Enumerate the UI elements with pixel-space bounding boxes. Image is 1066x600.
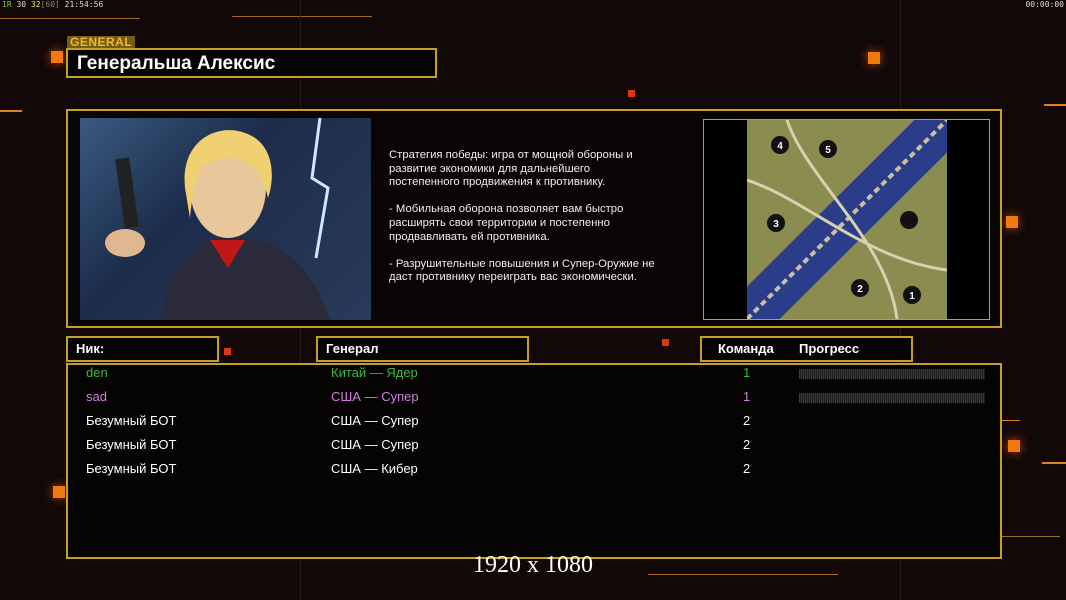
player-progress-bar <box>799 393 985 403</box>
fps-b: 32 <box>30 0 41 9</box>
player-row[interactable]: den Китай — Ядер 1 <box>66 365 1002 389</box>
player-row[interactable]: Безумный БОТ США — Супер 2 <box>66 437 1002 461</box>
general-portrait <box>80 118 371 320</box>
player-team: 1 <box>743 365 751 380</box>
fps-c: [60] <box>40 0 60 9</box>
general-name: Генеральша Алексис <box>66 48 437 78</box>
player-team: 2 <box>743 413 751 428</box>
start-position-5: 5 <box>825 145 831 156</box>
player-nick: Безумный БОТ <box>86 413 177 428</box>
player-progress-bar <box>799 369 985 379</box>
player-nick: Безумный БОТ <box>86 437 177 452</box>
player-general: США — Супер <box>331 437 419 452</box>
general-tag: GENERAL <box>67 36 136 49</box>
game-timer: 00:00:00 <box>1025 0 1064 9</box>
player-team: 2 <box>743 437 751 452</box>
player-row[interactable]: Безумный БОТ США — Кибер 2 <box>66 461 1002 485</box>
column-header-team: Команда <box>718 341 774 356</box>
player-row[interactable]: sad США — Супер 1 <box>66 389 1002 413</box>
player-general: Китай — Ядер <box>331 365 418 380</box>
player-nick: den <box>86 365 108 380</box>
map-preview[interactable]: 4 5 3 2 1 <box>747 120 947 319</box>
resolution-label: 1920 x 1080 <box>473 552 593 578</box>
column-header-team-progress: Команда Прогресс <box>700 336 913 362</box>
system-time: 21:54:56 <box>64 0 104 9</box>
fps-r: 1R <box>2 0 12 9</box>
player-row[interactable]: Безумный БОТ США — Супер 2 <box>66 413 1002 437</box>
player-general: США — Супер <box>331 389 419 404</box>
column-header-general: Генерал <box>316 336 529 362</box>
player-team: 2 <box>743 461 751 476</box>
player-nick: sad <box>86 389 107 404</box>
general-description: Стратегия победы: игра от мощной обороны… <box>389 149 655 284</box>
player-nick: Безумный БОТ <box>86 461 177 476</box>
column-header-nick: Ник: <box>66 336 219 362</box>
player-team: 1 <box>743 389 751 404</box>
start-position-4: 4 <box>777 141 783 152</box>
start-position-1: 1 <box>909 291 915 302</box>
start-position-3: 3 <box>773 219 779 230</box>
column-header-progress: Прогресс <box>799 341 860 356</box>
player-general: США — Супер <box>331 413 419 428</box>
start-position-2: 2 <box>857 284 863 295</box>
player-general: США — Кибер <box>331 461 418 476</box>
fps-counter: 1R 30 32[60] 21:54:56 <box>2 0 103 9</box>
fps-a: 30 <box>16 0 27 9</box>
